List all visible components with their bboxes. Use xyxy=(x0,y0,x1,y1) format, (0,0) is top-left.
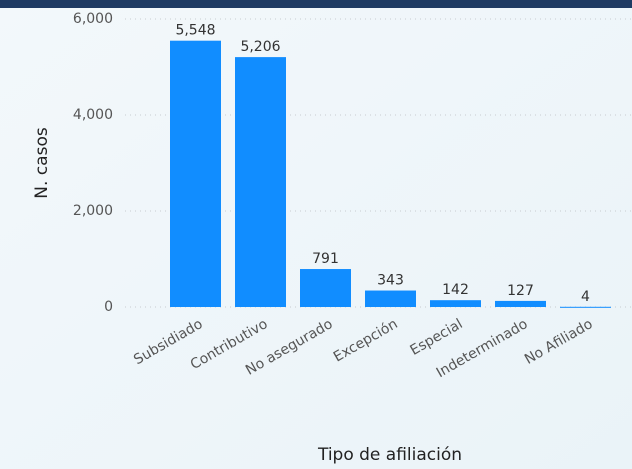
bar xyxy=(300,269,351,307)
value-label: 127 xyxy=(507,283,534,299)
value-label: 343 xyxy=(377,273,404,289)
y-tick-label: 0 xyxy=(104,299,113,315)
value-label: 142 xyxy=(442,282,469,298)
y-tick-label: 4,000 xyxy=(73,107,113,123)
value-label: 5,206 xyxy=(240,39,280,55)
top-bar xyxy=(0,0,632,8)
value-label: 791 xyxy=(312,251,339,267)
bar xyxy=(170,40,221,308)
bar xyxy=(430,300,481,307)
bar xyxy=(365,290,416,307)
y-axis-title: N. casos xyxy=(32,127,52,199)
bar xyxy=(560,306,611,308)
y-tick-label: 6,000 xyxy=(73,11,113,27)
bar xyxy=(495,300,546,307)
value-label: 5,548 xyxy=(175,23,215,39)
y-tick-label: 2,000 xyxy=(73,203,113,219)
x-axis-title: Tipo de afiliación xyxy=(317,445,462,465)
value-label: 4 xyxy=(581,289,590,305)
bar xyxy=(235,57,286,307)
